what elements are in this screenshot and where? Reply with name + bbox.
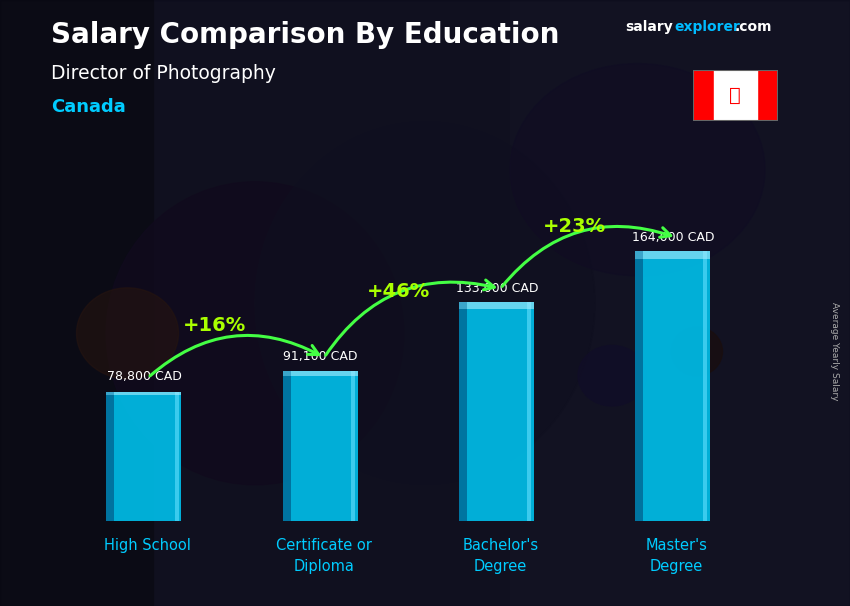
Text: Director of Photography: Director of Photography [51,64,276,82]
Bar [467,302,534,521]
Ellipse shape [106,182,404,485]
Bar [510,0,850,606]
Ellipse shape [76,288,178,379]
Bar [174,391,178,521]
Ellipse shape [672,327,722,376]
Bar [714,70,756,121]
Text: +23%: +23% [543,217,606,236]
Bar [115,391,181,521]
Bar [643,251,710,259]
Bar [635,251,643,259]
Text: Average Yearly Salary: Average Yearly Salary [830,302,839,401]
Bar [756,70,778,121]
Text: 91,100 CAD: 91,100 CAD [283,350,358,362]
Ellipse shape [510,64,765,276]
Text: 164,000 CAD: 164,000 CAD [632,231,714,244]
Bar [459,302,467,521]
Text: 🍁: 🍁 [729,86,741,105]
Bar [291,371,358,376]
Bar [115,391,181,396]
Text: Salary Comparison By Education: Salary Comparison By Education [51,21,559,49]
Bar [643,251,710,521]
Text: +46%: +46% [366,282,430,301]
Bar [703,251,707,521]
Ellipse shape [578,345,646,406]
Bar [282,371,291,521]
Bar [106,391,115,396]
Text: +16%: +16% [184,316,246,335]
Bar [527,302,531,521]
Text: 78,800 CAD: 78,800 CAD [107,370,182,383]
Text: Canada: Canada [51,98,126,116]
Bar [693,70,714,121]
Bar [467,302,534,309]
Text: salary: salary [625,20,672,34]
Text: 133,000 CAD: 133,000 CAD [456,282,538,295]
Bar [635,251,643,521]
Text: .com: .com [734,20,772,34]
Bar [0,0,153,606]
Bar [282,371,291,376]
Bar [291,371,358,521]
Bar [351,371,354,521]
Bar [459,302,467,309]
Text: explorer: explorer [674,20,740,34]
Bar [106,391,115,521]
Ellipse shape [255,121,595,485]
